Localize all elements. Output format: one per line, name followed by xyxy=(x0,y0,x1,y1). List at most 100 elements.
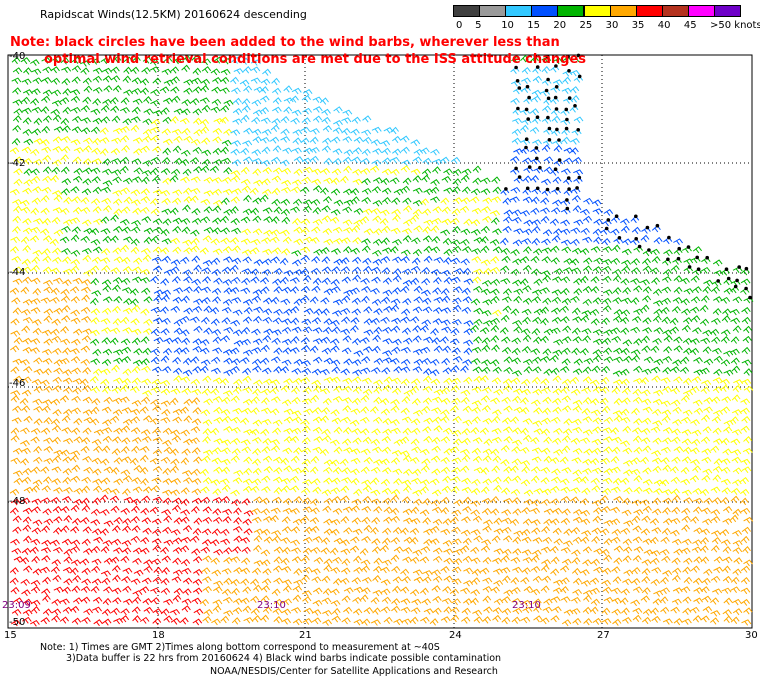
wind-barb xyxy=(353,488,363,496)
wind-barb xyxy=(651,527,662,534)
wind-barb xyxy=(620,218,630,226)
wind-barb xyxy=(273,456,283,464)
wind-barb xyxy=(672,297,683,304)
wind-barb xyxy=(70,259,80,266)
wind-barb xyxy=(281,579,292,586)
wind-barb xyxy=(92,606,102,614)
wind-barb xyxy=(150,208,160,216)
wind-barb xyxy=(560,207,571,215)
wind-barb xyxy=(242,586,252,594)
wind-barb xyxy=(352,256,362,264)
wind-barb xyxy=(713,438,723,445)
wind-barb xyxy=(692,465,702,473)
wind-barb xyxy=(112,176,122,184)
wind-barb xyxy=(421,174,431,183)
wind-barb xyxy=(171,504,181,513)
wind-barb xyxy=(323,558,333,566)
wind-barb xyxy=(540,197,550,205)
wind-barb xyxy=(672,494,681,503)
wind-barb xyxy=(451,509,462,517)
wind-barb xyxy=(419,485,429,494)
wind-barb xyxy=(480,467,490,475)
wind-barb xyxy=(400,249,411,256)
wind-barb xyxy=(53,546,63,554)
wind-barb xyxy=(669,466,679,474)
wind-barb xyxy=(673,617,683,626)
wind-barb xyxy=(142,598,152,605)
wind-barb xyxy=(270,296,280,305)
wind-barb xyxy=(62,256,72,264)
wind-barb xyxy=(203,226,214,234)
wind-barb xyxy=(410,418,421,426)
wind-barb xyxy=(452,558,463,565)
wind-barb xyxy=(361,148,371,156)
wind-barb xyxy=(472,177,482,185)
wind-barb xyxy=(493,388,503,396)
wind-barb xyxy=(530,175,539,183)
wind-barb xyxy=(259,136,270,144)
wind-barb xyxy=(261,475,271,483)
wind-barb xyxy=(689,606,700,614)
wind-barb xyxy=(580,227,590,235)
wind-barb xyxy=(92,117,103,125)
wind-barb xyxy=(312,277,322,286)
wind-barb xyxy=(181,99,191,106)
wind-barb xyxy=(251,396,260,404)
wind-barb xyxy=(33,405,43,413)
legend-label: 30 xyxy=(605,20,619,31)
wind-barb xyxy=(511,347,521,356)
wind-barb xyxy=(672,419,682,426)
wind-barb xyxy=(460,258,470,266)
wind-barb xyxy=(423,528,434,536)
wind-barb xyxy=(289,435,300,443)
wind-barb xyxy=(471,478,481,486)
contamination-circle xyxy=(737,265,741,269)
wind-barb xyxy=(401,618,412,625)
wind-barb xyxy=(222,176,232,184)
wind-barb xyxy=(210,68,221,76)
wind-barb xyxy=(110,467,120,475)
wind-barb xyxy=(211,356,221,364)
wind-barb xyxy=(420,479,430,486)
wind-barb xyxy=(462,419,473,426)
wind-barb xyxy=(123,297,133,306)
contamination-circle xyxy=(716,279,720,283)
wind-barb xyxy=(359,416,370,424)
wind-barb xyxy=(232,546,242,554)
contamination-circle xyxy=(677,246,681,251)
wind-barb xyxy=(140,268,151,276)
wind-barb xyxy=(620,278,630,286)
wind-barb xyxy=(60,154,69,162)
wind-barb xyxy=(523,246,532,254)
wind-barb xyxy=(212,177,222,184)
wind-barb xyxy=(699,367,710,375)
wind-barb xyxy=(389,246,399,254)
wind-barb xyxy=(732,529,742,537)
wind-barb xyxy=(720,329,731,337)
wind-barb xyxy=(323,466,333,474)
wind-barb xyxy=(641,567,651,576)
wind-barb xyxy=(281,608,292,616)
wind-barb xyxy=(582,298,592,306)
wind-barb xyxy=(60,338,71,345)
wind-barb xyxy=(522,606,533,614)
wind-barb xyxy=(242,485,253,493)
wind-barb xyxy=(221,139,232,147)
wind-barb xyxy=(380,458,390,466)
wind-barb xyxy=(640,595,650,603)
wind-barb xyxy=(642,445,652,453)
wind-barb xyxy=(593,507,603,515)
wind-barb xyxy=(60,188,70,196)
wind-barb xyxy=(550,498,560,506)
wind-barb xyxy=(311,285,321,293)
wind-barbs xyxy=(9,54,754,627)
wind-barb xyxy=(82,254,92,263)
wind-barb xyxy=(160,379,171,387)
wind-barb xyxy=(481,404,491,413)
wind-barb xyxy=(139,406,149,414)
wind-barb xyxy=(661,286,672,294)
wind-barb xyxy=(523,366,533,374)
wind-barb xyxy=(700,337,711,345)
wind-barb xyxy=(410,316,420,324)
wind-barb xyxy=(520,616,531,624)
